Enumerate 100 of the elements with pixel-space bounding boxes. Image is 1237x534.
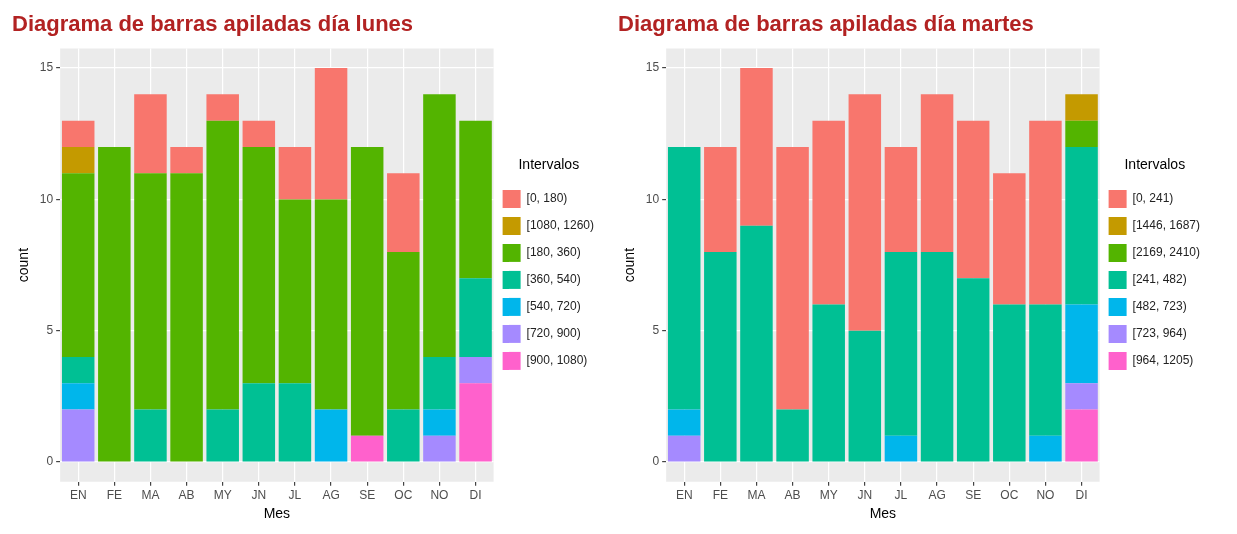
bar: [61, 357, 95, 384]
x-tick-label: MA: [141, 488, 160, 503]
y-tick-label: 10: [39, 191, 54, 206]
bar: [242, 120, 276, 147]
bar: [776, 409, 809, 462]
bar: [242, 146, 276, 384]
legend-label: [1446, 1687): [1132, 218, 1200, 233]
bar: [134, 409, 167, 462]
bar: [704, 146, 737, 252]
legend-label: [2169, 2410): [1132, 245, 1200, 260]
legend-label: [0, 241): [1132, 191, 1174, 206]
bar: [134, 173, 167, 410]
x-tick-label: NO: [1036, 488, 1055, 503]
bar: [314, 199, 348, 410]
bar: [423, 357, 456, 410]
x-tick-label: AB: [784, 488, 801, 503]
bar: [170, 146, 203, 174]
bar: [170, 173, 203, 462]
bar: [134, 94, 167, 174]
bar: [1029, 435, 1062, 462]
bar: [459, 120, 492, 279]
bar: [206, 94, 239, 121]
legend-label: [540, 720): [526, 299, 581, 314]
x-tick-label: EN: [69, 488, 87, 503]
bar: [1065, 383, 1098, 410]
x-tick-label: JL: [894, 488, 908, 503]
legend-label: [720, 900): [526, 326, 581, 341]
bar: [1029, 120, 1062, 305]
bar: [61, 120, 95, 147]
x-tick-label: JN: [251, 488, 267, 503]
x-tick-label: OC: [1000, 488, 1019, 503]
bar: [278, 383, 312, 462]
bar: [278, 199, 312, 384]
legend-label: [180, 360): [526, 245, 581, 260]
bar: [1065, 409, 1098, 462]
x-tick-label: FE: [712, 488, 728, 503]
x-tick-label: AB: [178, 488, 195, 503]
legend-title: Intervalos: [1124, 155, 1186, 172]
y-axis-title: count: [15, 247, 32, 283]
bar: [387, 251, 420, 410]
bar: [350, 146, 384, 436]
y-tick-label: 5: [46, 323, 54, 338]
bar: [667, 435, 701, 462]
x-tick-label: AG: [322, 488, 340, 503]
bar: [61, 146, 95, 174]
bar: [667, 409, 701, 436]
bar: [423, 435, 456, 462]
x-tick-label: OC: [394, 488, 413, 503]
bar: [423, 409, 456, 436]
x-axis-title: Mes: [263, 505, 291, 522]
bar: [61, 409, 95, 462]
legend-label: [0, 180): [526, 191, 568, 206]
legend-label: [241, 482): [1132, 272, 1187, 287]
chart-title: Diagrama de barras apiladas día lunes: [12, 11, 414, 37]
bar: [61, 173, 95, 358]
bar: [993, 304, 1026, 462]
bar: [884, 146, 918, 252]
y-tick-label: 10: [645, 191, 660, 206]
bar: [740, 225, 773, 462]
legend-label: [482, 723): [1132, 299, 1187, 314]
bar: [667, 146, 701, 410]
bar: [387, 409, 420, 462]
legend-title: Intervalos: [518, 155, 580, 172]
x-tick-label: DI: [1075, 488, 1088, 503]
bar: [1029, 304, 1062, 436]
bar: [920, 94, 954, 252]
legend-label: [964, 1205): [1132, 353, 1194, 368]
bar: [459, 383, 492, 462]
y-tick-label: 15: [39, 60, 54, 75]
bar: [740, 68, 773, 226]
bar: [1065, 304, 1098, 384]
y-tick-label: 15: [645, 60, 660, 75]
x-axis-title: Mes: [869, 505, 897, 522]
legend-label: [900, 1080): [526, 353, 588, 368]
legend-label: [723, 964): [1132, 326, 1187, 341]
bar: [956, 278, 990, 462]
x-tick-label: DI: [469, 488, 482, 503]
bar: [812, 120, 845, 305]
bar: [459, 357, 492, 384]
bar: [350, 435, 384, 462]
y-axis-title: count: [621, 247, 638, 283]
bar: [314, 68, 348, 200]
bar: [1065, 120, 1098, 147]
x-tick-label: EN: [675, 488, 693, 503]
bar: [387, 173, 420, 252]
bar: [704, 251, 737, 462]
x-tick-label: MY: [819, 488, 838, 503]
y-tick-label: 0: [652, 454, 660, 469]
bar: [242, 383, 276, 462]
bar: [314, 409, 348, 462]
x-tick-label: AG: [928, 488, 946, 503]
bar: [920, 251, 954, 462]
bar: [206, 409, 239, 462]
x-tick-label: SE: [359, 488, 376, 503]
y-tick-label: 5: [652, 323, 660, 338]
bar: [848, 330, 882, 462]
bar: [993, 173, 1026, 305]
bar: [776, 146, 809, 410]
legend-label: [1080, 1260): [526, 218, 594, 233]
bar: [848, 94, 882, 331]
